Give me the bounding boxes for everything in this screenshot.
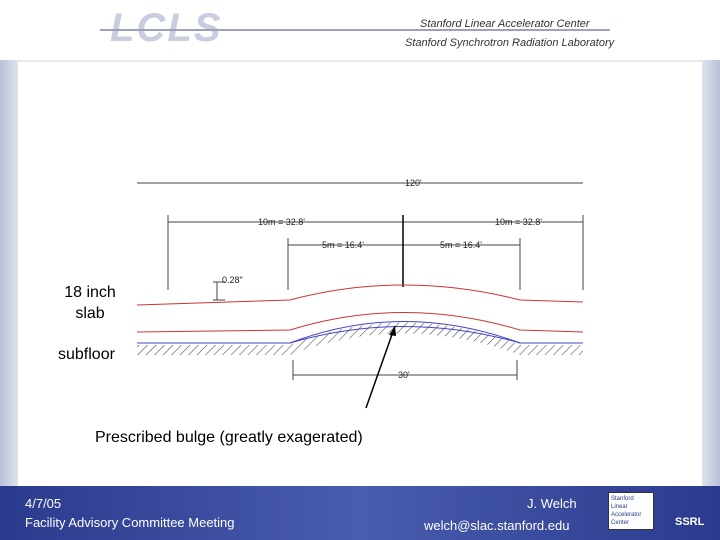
dim-label: 0.28" bbox=[222, 275, 243, 285]
dim-label: 5m = 16.4' bbox=[440, 240, 482, 250]
email: welch@slac.stanford.edu bbox=[424, 518, 570, 533]
footer-logo: Stanford Linear Accelerator Center bbox=[608, 492, 654, 530]
header: LCLS Stanford Linear Accelerator Center … bbox=[0, 0, 720, 60]
slab-label: 18 inch slab bbox=[64, 284, 116, 322]
dim-label: 10m = 32.8' bbox=[495, 217, 542, 227]
logo-ssrl: SSRL bbox=[675, 516, 705, 528]
subfloor-hatch bbox=[137, 322, 583, 355]
dim-label: 30' bbox=[398, 370, 410, 380]
arrow-head bbox=[389, 326, 396, 336]
logo: LCLS bbox=[110, 6, 223, 50]
org-name: Stanford Linear Accelerator Center bbox=[420, 18, 590, 30]
arrow bbox=[365, 325, 396, 409]
header-rule bbox=[100, 29, 610, 31]
subfloor-label: subfloor bbox=[58, 346, 115, 363]
meeting: Facility Advisory Committee Meeting bbox=[25, 515, 235, 530]
dim-label: 5m = 16.4' bbox=[322, 240, 364, 250]
dim-label: 10m = 32.8' bbox=[258, 217, 305, 227]
author: J. Welch bbox=[527, 496, 577, 511]
slab-bottom bbox=[136, 312, 584, 333]
content bbox=[18, 62, 702, 486]
dim-label: 120' bbox=[405, 178, 422, 188]
date: 4/7/05 bbox=[25, 496, 62, 511]
bulge-line bbox=[289, 326, 521, 344]
org-name: Stanford Synchrotron Radiation Laborator… bbox=[405, 37, 615, 49]
subfloor-top bbox=[137, 321, 583, 344]
caption: Prescribed bulge (greatly exagerated) bbox=[95, 429, 363, 446]
logo-text: Stanford Linear Accelerator Center bbox=[611, 496, 642, 526]
footer: 4/7/05 Facility Advisory Committee Meeti… bbox=[0, 486, 720, 540]
slab-top bbox=[136, 284, 584, 306]
